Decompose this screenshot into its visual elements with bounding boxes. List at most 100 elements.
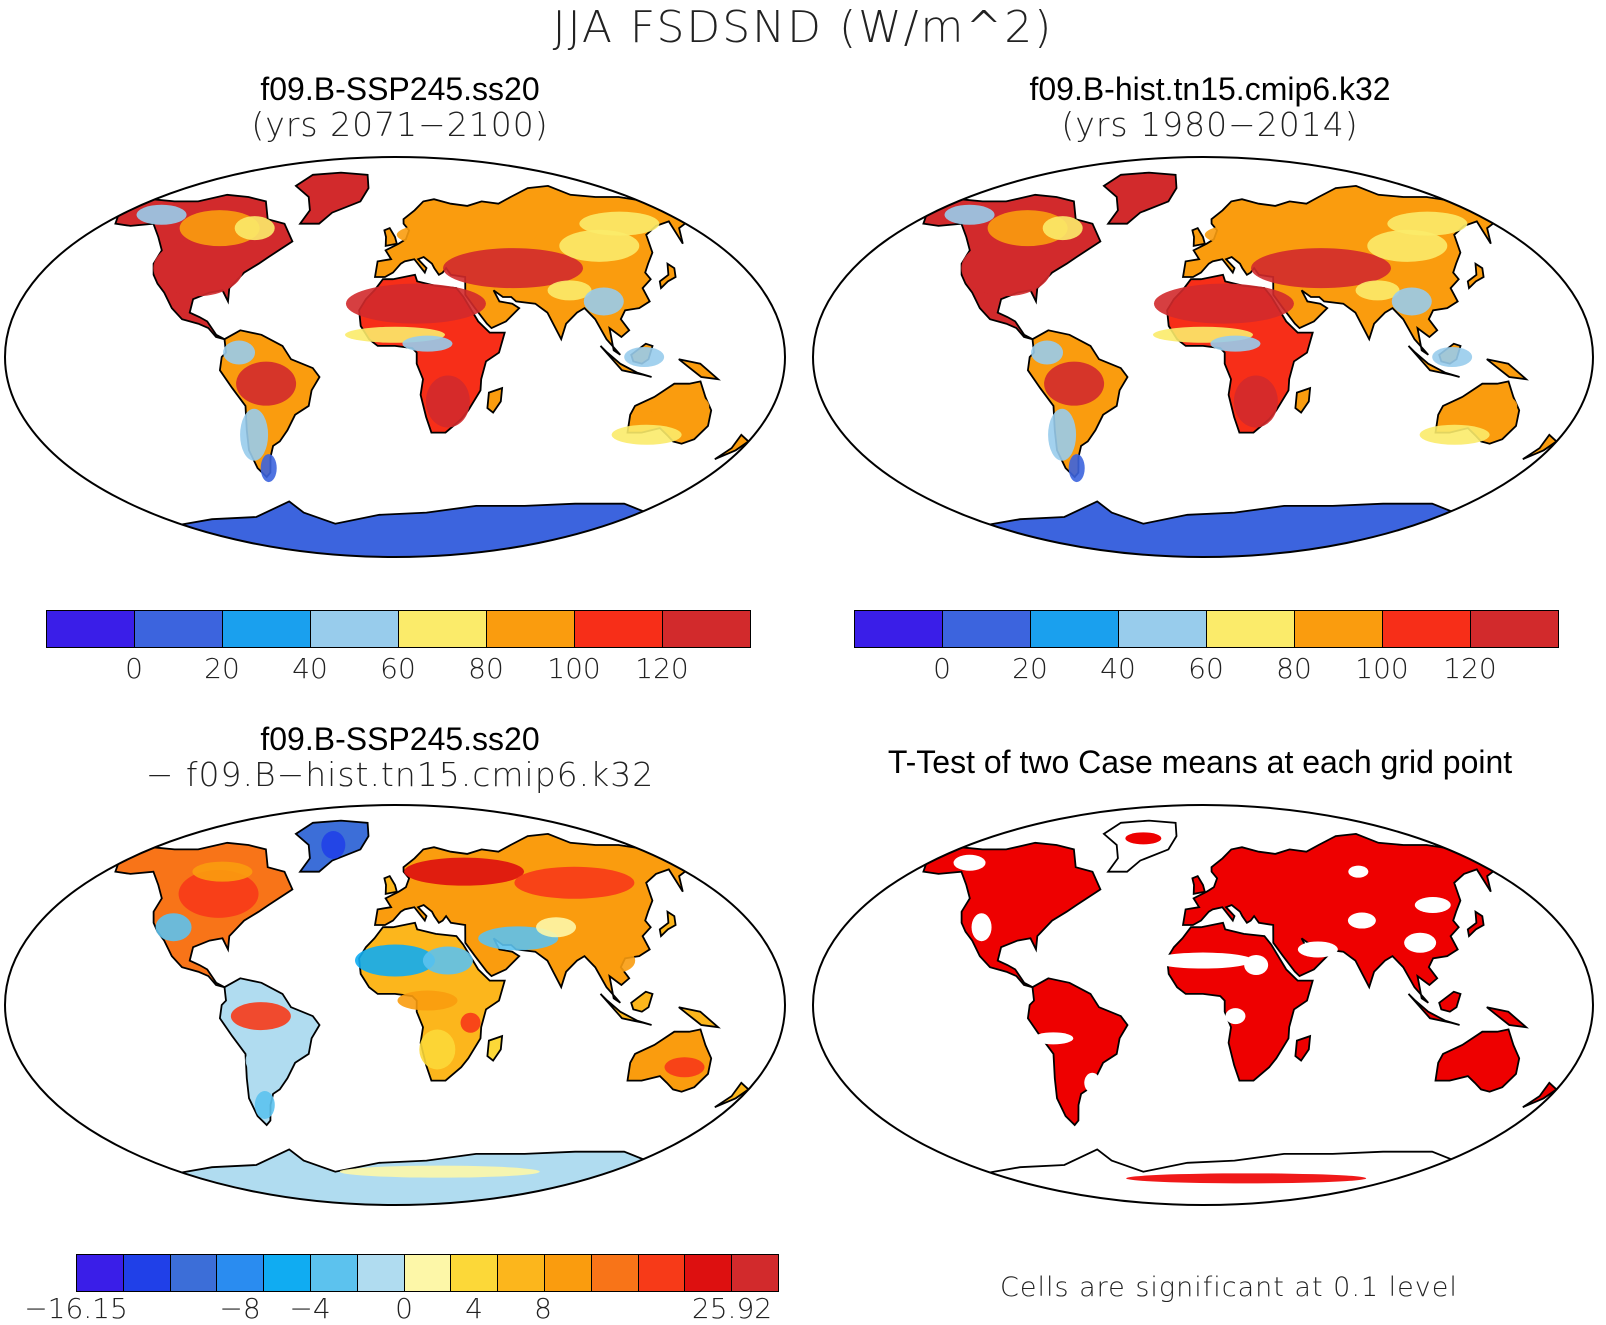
field-region — [153, 240, 244, 297]
colorbar-swatch — [1206, 610, 1295, 648]
colorbar-tick-label: 120 — [635, 652, 689, 685]
colorbar-tick-label: 0 — [395, 1292, 413, 1325]
colorbar-swatch — [216, 1254, 265, 1292]
colorbar-swatch — [1382, 610, 1471, 648]
field-region — [460, 1012, 481, 1033]
field-region — [1048, 408, 1077, 461]
landmass-greenland — [294, 171, 370, 225]
map-case1 — [4, 156, 786, 558]
map-border — [812, 804, 1594, 1206]
field-region — [944, 204, 995, 225]
field-region — [649, 391, 710, 420]
field-region — [1414, 897, 1451, 913]
map-border — [4, 156, 786, 558]
field-region — [1297, 941, 1338, 958]
colorbar-tick-label: 20 — [204, 652, 240, 685]
field-region — [1387, 211, 1468, 236]
field-region — [514, 866, 635, 899]
landmass-newguinea — [1486, 358, 1529, 381]
colorbar-swatch — [486, 610, 575, 648]
colorbar-swatch — [134, 610, 223, 648]
field-region — [345, 283, 486, 324]
colorbar-case2: 0 20 40 60 80 100 120 — [854, 610, 1559, 690]
field-region — [559, 229, 640, 262]
colorbar-tick-label: 60 — [1188, 652, 1224, 685]
field-region — [260, 454, 277, 483]
field-region — [1126, 1173, 1367, 1184]
landmass-madagascar — [486, 1034, 504, 1062]
colorbar-swatch — [574, 610, 663, 648]
field-region — [396, 220, 537, 249]
field-region — [987, 210, 1068, 247]
panel-diff-subtitle: − f09.B−hist.tn15.cmip6.k32 — [145, 755, 655, 795]
colorbar-swatch — [731, 1254, 779, 1292]
colorbar-swatch — [263, 1254, 311, 1292]
field-region — [1404, 932, 1437, 953]
colorbar-tick-label: 100 — [547, 652, 601, 685]
field-region — [1432, 347, 1473, 367]
panel-years: (yrs 1980−2014) — [1061, 105, 1359, 145]
field-region — [425, 375, 470, 428]
ttest-title: T-Test of two Case means at each grid po… — [887, 744, 1513, 780]
field-region — [236, 361, 297, 406]
field-region — [1153, 952, 1253, 969]
landmass-southAmerica — [1026, 977, 1129, 1127]
colorbar-swatch — [310, 610, 399, 648]
field-region — [1153, 283, 1294, 324]
landmass-nz — [1522, 1081, 1558, 1109]
field-region — [234, 216, 275, 241]
field-region — [1457, 391, 1518, 420]
panel-title-case2: f09.B-hist.tn15.cmip6.k32 (yrs 1980−2014… — [920, 71, 1500, 145]
field-region — [536, 917, 577, 938]
field-region — [178, 869, 259, 918]
panel-years: (yrs 2071−2100) — [251, 105, 549, 145]
field-region — [404, 857, 525, 886]
field-region — [1125, 832, 1162, 845]
field-region — [579, 211, 660, 236]
map-difference — [4, 804, 786, 1206]
colorbar-swatch — [76, 1254, 124, 1292]
significance-note: Cells are significant at 0.1 level — [1000, 1272, 1458, 1303]
colorbar-swatch — [637, 1254, 686, 1292]
field-region — [1084, 1072, 1101, 1093]
field-region — [1068, 454, 1085, 483]
colorbar-swatch — [1294, 610, 1383, 648]
colorbar-tick-label: 60 — [380, 652, 416, 685]
landmass-madagascar — [1294, 386, 1312, 414]
field-region — [1355, 280, 1400, 301]
landmass-uk — [383, 874, 398, 896]
landmass-borneo — [1438, 990, 1462, 1013]
colorbar-tick-label: −8 — [219, 1292, 261, 1325]
colorbar-tick-label: 80 — [1276, 652, 1312, 685]
field-region — [478, 926, 559, 951]
field-region — [1244, 955, 1269, 975]
landmass-madagascar — [1294, 1034, 1312, 1062]
landmass-madagascar — [486, 386, 504, 414]
colorbar-swatch — [222, 610, 311, 648]
colorbar-swatch — [590, 1254, 639, 1292]
landmass-australia — [1434, 1028, 1521, 1093]
colorbar-case1: 0 20 40 60 80 100 120 — [46, 610, 751, 690]
colorbar-swatch — [169, 1254, 218, 1292]
colorbar-swatch — [684, 1254, 733, 1292]
field-region — [1419, 424, 1490, 445]
field-region — [1042, 216, 1083, 241]
colorbar-tick-label: −4 — [289, 1292, 331, 1325]
landmass-nz — [1522, 433, 1558, 461]
colorbar-tick-label: 100 — [1355, 652, 1409, 685]
landmass-japan — [658, 909, 677, 938]
field-region — [1225, 1008, 1246, 1025]
panel-case-name: f09.B-SSP245.ss20 — [260, 721, 540, 757]
field-region — [443, 248, 584, 289]
colorbar-tick-label: 80 — [468, 652, 504, 685]
landmass-indonesia — [599, 345, 652, 378]
landmass-nz — [714, 1081, 750, 1109]
field-region — [192, 861, 253, 882]
colorbar-tick-label: 4 — [465, 1292, 483, 1325]
colorbar-swatch — [1118, 610, 1207, 648]
field-region — [1210, 335, 1261, 352]
panel-title-diff: f09.B-SSP245.ss20 − f09.B−hist.tn15.cmip… — [60, 721, 740, 795]
field-region — [223, 340, 256, 365]
landmass-japan — [1466, 909, 1485, 938]
field-region — [1204, 220, 1345, 249]
